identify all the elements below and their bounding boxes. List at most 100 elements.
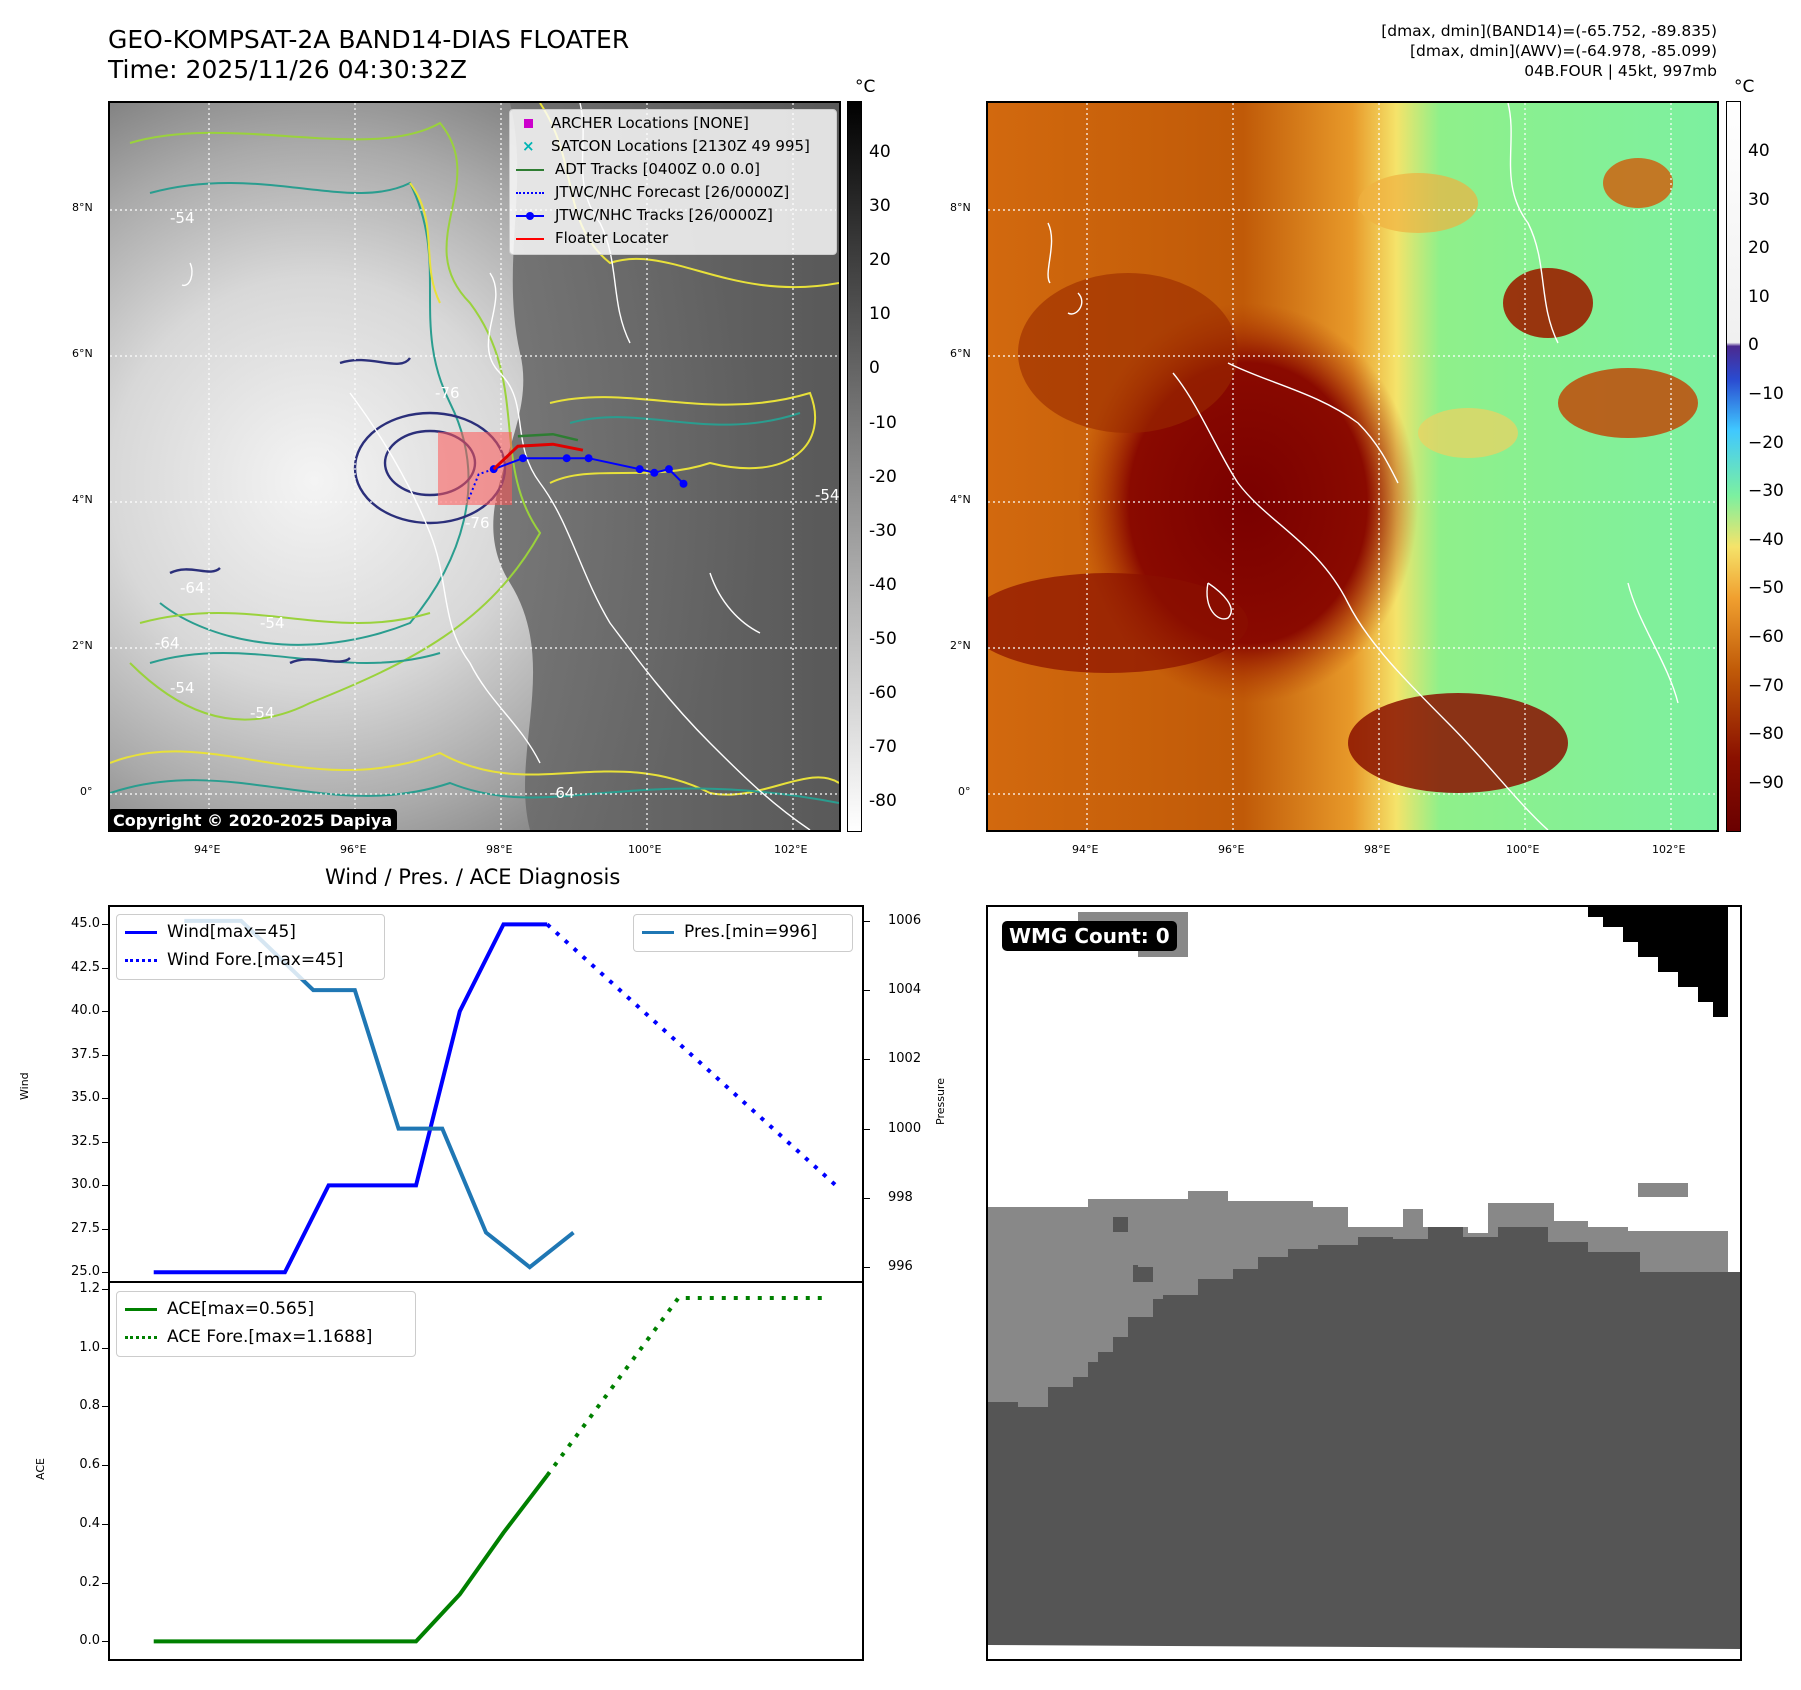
legend-archer: ARCHER Locations [NONE] — [524, 114, 749, 132]
ace-tick: 0.0 — [79, 1633, 100, 1649]
wind-axis-label: Wind — [18, 1072, 31, 1100]
wind-tick-mark — [102, 1054, 108, 1056]
wind-tick: 25.0 — [71, 1264, 100, 1280]
lat-label: 8°N — [950, 201, 971, 214]
copyright-badge: Copyright © 2020-2025 Dapiya — [110, 809, 398, 830]
legend-wind-forecast: Wind Fore.[max=45] — [125, 950, 343, 970]
contour-label: -54 — [250, 704, 275, 722]
ace-forecast-line — [545, 1296, 828, 1477]
gray-colorbar-unit: °C — [855, 77, 876, 97]
wind-tick-mark — [102, 1185, 108, 1187]
wmg-count-badge: WMG Count: 0 — [1002, 921, 1177, 951]
lon-label: 102°E — [774, 843, 808, 856]
lon-label: 102°E — [1652, 843, 1686, 856]
wind-legend: Wind[max=45] Wind Fore.[max=45] — [116, 914, 385, 980]
wind-tick: 40.0 — [71, 1003, 100, 1019]
adt-track-line — [517, 432, 579, 442]
gray-colorbar-tick: 0 — [869, 358, 880, 379]
lat-label: 4°N — [950, 493, 971, 506]
legend-wind: Wind[max=45] — [125, 922, 296, 942]
legend-ace: ACE[max=0.565] — [125, 1299, 314, 1319]
ace-tick: 0.6 — [79, 1457, 100, 1473]
color-colorbar-tick: 30 — [1748, 189, 1770, 210]
wind-pressure-chart: Wind[max=45] Wind Fore.[max=45] Pres.[mi… — [108, 905, 864, 1283]
lat-label: 4°N — [72, 493, 93, 506]
pressure-tick: 998 — [888, 1189, 913, 1205]
lon-label: 94°E — [1072, 843, 1099, 856]
gray-colorbar-tick: -70 — [869, 737, 897, 758]
wind-tick-mark — [102, 1098, 108, 1100]
pressure-tick: 1002 — [888, 1051, 922, 1067]
chart-time: Time: 2025/11/26 04:30:32Z — [108, 55, 467, 84]
gray-colorbar-tick: -80 — [869, 791, 897, 812]
line-swatch-icon — [516, 168, 544, 171]
color-colorbar-tick: −20 — [1748, 432, 1784, 453]
line-swatch-icon — [125, 1307, 157, 1311]
ace-tick-mark — [102, 1288, 108, 1290]
info-storm: 04B.FOUR | 45kt, 997mb — [1524, 62, 1717, 80]
pressure-tick-mark — [864, 1267, 870, 1269]
ir-map-panel: -54 -64 -76 -76 -54 -64 -54 -64 -54 -54 … — [108, 101, 841, 832]
wind-forecast-line — [545, 922, 838, 1187]
jtwc-track-point — [664, 465, 673, 474]
ace-tick-mark — [102, 1465, 108, 1467]
lat-label: 6°N — [72, 347, 93, 360]
ace-tick-mark — [102, 1523, 108, 1525]
lat-label: 0° — [80, 785, 93, 798]
wind-tick-mark — [102, 1272, 108, 1274]
wind-series-line — [153, 922, 548, 1275]
lon-label: 100°E — [1506, 843, 1540, 856]
pressure-axis-label: Pressure — [934, 1078, 947, 1125]
legend-ace-forecast: ACE Fore.[max=1.1688] — [125, 1327, 372, 1347]
color-colorbar-tick: −70 — [1748, 675, 1784, 696]
lat-label: 0° — [958, 785, 971, 798]
color-colorbar-tick: −50 — [1748, 578, 1784, 599]
ace-chart: ACE[max=0.565] ACE Fore.[max=1.1688] — [108, 1281, 864, 1661]
map-legend: ARCHER Locations [NONE] × SATCON Location… — [509, 109, 837, 255]
color-colorbar — [1726, 101, 1741, 832]
info-band14: [dmax, dmin](BAND14)=(-65.752, -89.835) — [1381, 22, 1717, 40]
info-awv: [dmax, dmin](AWV)=(-64.978, -85.099) — [1410, 42, 1717, 60]
floater-locater-line — [492, 442, 584, 471]
color-map-svg — [988, 103, 1717, 830]
gray-colorbar-tick: -10 — [869, 412, 897, 433]
color-colorbar-tick: −60 — [1748, 627, 1784, 647]
line-swatch-icon — [125, 930, 157, 934]
wmg-panel: WMG Count: 0 — [986, 905, 1742, 1661]
lat-label: 8°N — [72, 201, 93, 214]
contour-label: -64 — [550, 784, 575, 802]
lon-label: 98°E — [1364, 843, 1391, 856]
ace-tick-mark — [102, 1347, 108, 1349]
ace-legend: ACE[max=0.565] ACE Fore.[max=1.1688] — [116, 1291, 416, 1357]
gray-colorbar-tick: -50 — [869, 628, 897, 649]
contour-label: -64 — [180, 579, 205, 597]
jtwc-track-point — [584, 454, 593, 463]
wind-tick: 27.5 — [71, 1220, 100, 1236]
storm-tracks — [467, 432, 688, 500]
line-swatch-icon — [642, 930, 674, 934]
contour-label: -54 — [170, 209, 195, 227]
color-colorbar-tick: −10 — [1748, 384, 1784, 404]
color-map-panel — [986, 101, 1719, 832]
color-colorbar-tick: −30 — [1748, 481, 1784, 502]
wind-tick-mark — [102, 967, 108, 969]
gray-colorbar-tick: 10 — [869, 304, 891, 325]
jtwc-track-point — [518, 454, 527, 463]
wind-tick-mark — [102, 1228, 108, 1230]
pressure-tick: 1000 — [888, 1120, 922, 1136]
ace-tick: 0.2 — [79, 1574, 100, 1590]
legend-pressure: Pres.[min=996] — [642, 922, 817, 942]
lon-label: 94°E — [194, 843, 221, 856]
jtwc-track-point — [635, 465, 644, 474]
wind-tick: 37.5 — [71, 1046, 100, 1062]
ace-tick: 0.4 — [79, 1515, 100, 1531]
gray-colorbar-tick: 20 — [869, 250, 891, 271]
pressure-tick-mark — [864, 920, 870, 922]
wind-tick: 42.5 — [71, 959, 100, 975]
dotted-line-icon — [516, 191, 544, 194]
line-swatch-icon — [516, 237, 544, 240]
wmg-svg — [988, 907, 1740, 1659]
lon-label: 96°E — [340, 843, 367, 856]
dotted-line-icon — [125, 1335, 157, 1339]
color-colorbar-tick: 10 — [1748, 286, 1770, 307]
